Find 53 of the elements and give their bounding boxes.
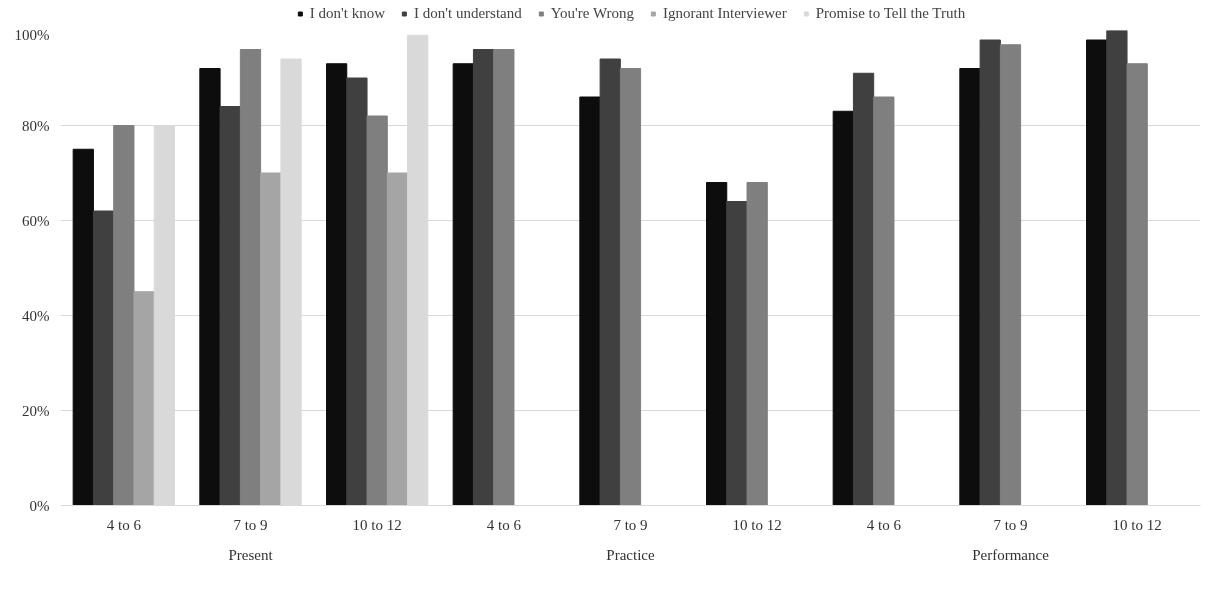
x-tick-label: 10 to 12: [732, 516, 782, 533]
bar: [746, 182, 768, 506]
bar: [959, 68, 981, 506]
bar: [832, 110, 854, 506]
x-tick-label: 10 to 12: [1112, 516, 1162, 533]
text: Present: [228, 546, 274, 563]
bar: [619, 68, 642, 506]
legend-label: Promise to Tell the Truth: [815, 4, 966, 22]
bar: [346, 77, 368, 506]
bar: [92, 210, 115, 506]
x-tick-label: 7 to 9: [233, 516, 268, 533]
y-tick-label: 20%: [22, 402, 50, 419]
bar: [133, 291, 155, 506]
bar: [706, 182, 728, 506]
legend-label: You're Wrong: [550, 4, 634, 22]
x-tick-label: 4 to 6: [106, 516, 142, 533]
bar: [260, 172, 282, 506]
y-tick-label: 60%: [22, 212, 50, 229]
bar: [452, 63, 474, 506]
bar: [852, 72, 875, 506]
bar: [873, 96, 895, 506]
bar: [493, 49, 515, 506]
y-tick-label: 40%: [22, 307, 50, 324]
bar: [1086, 39, 1108, 506]
bar: [726, 201, 748, 506]
legend-label: I don't understand: [414, 4, 522, 22]
bar: [199, 68, 221, 506]
y-tick-label: 0%: [29, 497, 50, 514]
x-tick-label: 10 to 12: [352, 516, 402, 533]
y-tick-label: 80%: [22, 117, 50, 134]
x-tick-label: 4 to 6: [486, 516, 522, 533]
legend-label: I don't know: [309, 4, 386, 22]
bar: [599, 58, 621, 506]
x-tick-label: 7 to 9: [993, 516, 1028, 533]
x-tick-label: 7 to 9: [613, 516, 648, 533]
text: Practice: [606, 546, 655, 563]
y-tick-label: 100%: [14, 26, 50, 43]
bar: [999, 44, 1022, 506]
bar: [326, 63, 348, 506]
text: Performance: [972, 546, 1050, 563]
bar: [72, 148, 94, 506]
bar: [979, 39, 1001, 506]
bar: [366, 115, 388, 506]
bar: [472, 49, 495, 506]
bar: [219, 106, 241, 506]
bar: [579, 96, 601, 506]
bar: [113, 125, 135, 506]
bar: [1106, 30, 1128, 506]
x-tick-label: 4 to 6: [866, 516, 902, 533]
bar: [1126, 63, 1148, 506]
bar: [386, 172, 409, 506]
legend-label: Ignorant Interviewer: [662, 4, 787, 22]
bar: [239, 49, 262, 506]
